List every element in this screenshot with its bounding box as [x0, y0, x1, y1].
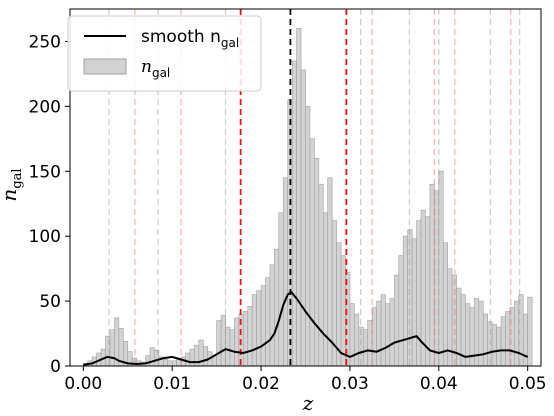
svg-text:smooth ngal: smooth ngal — [141, 27, 239, 50]
histogram-bar — [469, 307, 475, 367]
histogram-bar — [296, 28, 302, 367]
histogram-bar — [234, 317, 240, 367]
x-axis-ticks: 0.00 0.01 0.02 0.03 0.04 0.05 — [64, 366, 547, 394]
histogram-bar — [256, 290, 262, 367]
histogram-bar — [305, 106, 311, 367]
x-tick-label: 0.01 — [153, 374, 191, 394]
histogram-bar — [322, 212, 329, 367]
histogram-bar — [505, 311, 511, 367]
histogram-bar — [340, 255, 346, 367]
x-tick-label: 0.04 — [420, 374, 458, 394]
histogram-bar — [394, 274, 400, 367]
histogram-bar — [291, 60, 297, 367]
histogram-bar — [274, 248, 280, 367]
y-tick-label: 50 — [39, 292, 61, 312]
histogram-bar — [269, 264, 275, 367]
histogram-bar — [491, 324, 497, 367]
histogram-bar — [442, 242, 448, 367]
histogram-bar — [300, 69, 306, 367]
histogram-bar — [185, 352, 191, 367]
svg-text:ngal: ngal — [141, 57, 170, 80]
histogram-bar — [167, 360, 173, 367]
y-tick-label: 250 — [29, 32, 61, 52]
y-tick-label: 0 — [50, 357, 61, 377]
y-axis-label-main: n — [0, 189, 21, 202]
x-tick-label: 0.02 — [242, 374, 280, 394]
histogram-bar — [362, 329, 369, 367]
histogram-bar — [429, 183, 435, 367]
legend-label-hist-sub: gal — [152, 66, 170, 80]
histogram-bar — [314, 157, 320, 367]
histogram-bar — [514, 300, 520, 367]
histogram-bar — [265, 277, 271, 367]
legend-label-smooth-sub: gal — [221, 36, 239, 50]
smooth-line-series — [83, 291, 529, 366]
y-tick-label: 200 — [29, 97, 61, 117]
histogram-bar — [247, 305, 253, 367]
histogram-bar — [171, 360, 177, 367]
histogram-bar — [438, 170, 444, 367]
legend: smooth ngal ngal — [67, 15, 262, 92]
legend-label-smooth: smooth n — [141, 27, 221, 47]
histogram-bar — [282, 177, 289, 367]
histogram-bar — [398, 255, 404, 367]
y-axis-label-sub: gal — [10, 168, 25, 188]
histogram-bar — [220, 315, 226, 367]
histogram-bar — [380, 294, 386, 367]
histogram-bar — [189, 348, 195, 367]
histogram-bar — [416, 220, 422, 367]
histogram-bar — [527, 296, 533, 367]
histogram-bar — [242, 311, 249, 367]
histogram-bar — [229, 329, 235, 367]
histogram-bar — [225, 326, 231, 367]
histogram-bar — [145, 355, 151, 367]
histogram-bar — [163, 359, 169, 367]
legend-label-hist: n — [141, 57, 152, 77]
histogram-bar — [478, 300, 484, 367]
x-axis-label: z — [302, 391, 314, 415]
histogram-bar — [251, 294, 257, 367]
x-tick-label: 0.05 — [509, 374, 547, 394]
y-axis-ticks: 0 50 100 150 200 250 — [29, 32, 70, 377]
histogram-bar — [425, 216, 431, 367]
x-tick-label: 0.03 — [331, 374, 369, 394]
y-tick-label: 150 — [29, 162, 61, 182]
histogram-bar — [402, 235, 408, 367]
y-tick-label: 100 — [29, 227, 61, 247]
svg-text:ngal: ngal — [0, 168, 25, 201]
histogram-bar — [278, 212, 284, 367]
histogram-bar — [522, 313, 528, 367]
histogram-bar — [482, 313, 488, 367]
histogram-bar — [371, 307, 377, 367]
histogram-bar — [216, 320, 222, 367]
histogram-bar — [385, 303, 391, 367]
histogram-bar — [496, 326, 502, 367]
histogram-bar — [367, 320, 373, 367]
histogram-bar — [500, 316, 506, 367]
x-tick-label: 0.00 — [64, 374, 102, 394]
histogram-bar — [149, 347, 155, 367]
histogram-bar — [309, 138, 315, 367]
histogram-bar — [109, 329, 115, 367]
histogram-bar — [509, 307, 515, 367]
histogram-bar — [411, 238, 417, 367]
smooth-line — [83, 291, 529, 366]
plot-frame — [69, 8, 542, 367]
y-axis-label: ngal — [0, 168, 25, 201]
histogram-bar — [260, 285, 266, 367]
legend-patch-swatch — [83, 58, 127, 75]
histogram-bar — [389, 298, 395, 367]
histogram-bar — [354, 313, 360, 367]
histogram-bar — [318, 183, 324, 367]
histogram-bar — [203, 346, 209, 367]
histogram-bar — [434, 190, 440, 367]
histogram-bar — [376, 300, 382, 367]
